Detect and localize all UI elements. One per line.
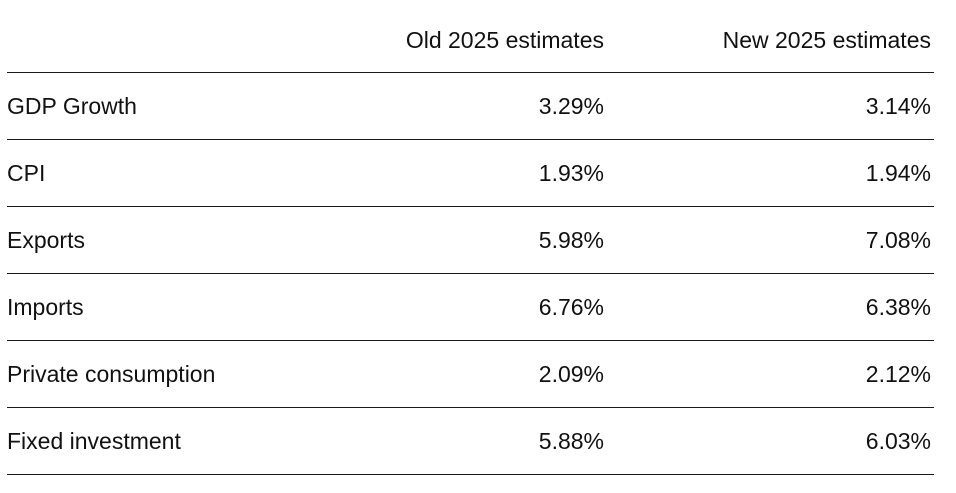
row-label: CPI	[7, 159, 46, 186]
new-estimate-value: 3.14%	[865, 92, 931, 119]
table-row: GDP Growth 3.29% 3.14%	[7, 73, 934, 140]
table-row: Fixed investment 5.88% 6.03%	[7, 408, 934, 475]
table-row: Private consumption 2.09% 2.12%	[7, 341, 934, 408]
row-label: Imports	[7, 293, 84, 320]
table-row: Exports 5.98% 7.08%	[7, 207, 934, 274]
old-estimate-value: 5.88%	[538, 427, 604, 454]
row-label: Exports	[7, 226, 85, 253]
old-estimate-value: 2.09%	[538, 360, 604, 387]
row-label: GDP Growth	[7, 92, 137, 119]
old-estimate-value: 6.76%	[538, 293, 604, 320]
old-estimate-value: 5.98%	[538, 226, 604, 253]
new-estimate-value: 7.08%	[865, 226, 931, 253]
old-estimate-value: 1.93%	[538, 159, 604, 186]
header-old-estimates: Old 2025 estimates	[405, 27, 604, 53]
new-estimate-value: 6.38%	[865, 293, 931, 320]
row-label: Private consumption	[7, 360, 216, 387]
estimates-table: Old 2025 estimates New 2025 estimates GD…	[7, 0, 934, 475]
table-header-row: Old 2025 estimates New 2025 estimates	[7, 0, 934, 73]
new-estimate-value: 1.94%	[865, 159, 931, 186]
table-row: Imports 6.76% 6.38%	[7, 274, 934, 341]
new-estimate-value: 6.03%	[865, 427, 931, 454]
row-label: Fixed investment	[7, 427, 181, 454]
table-row: CPI 1.93% 1.94%	[7, 140, 934, 207]
new-estimate-value: 2.12%	[865, 360, 931, 387]
header-new-estimates: New 2025 estimates	[722, 27, 931, 53]
old-estimate-value: 3.29%	[538, 92, 604, 119]
